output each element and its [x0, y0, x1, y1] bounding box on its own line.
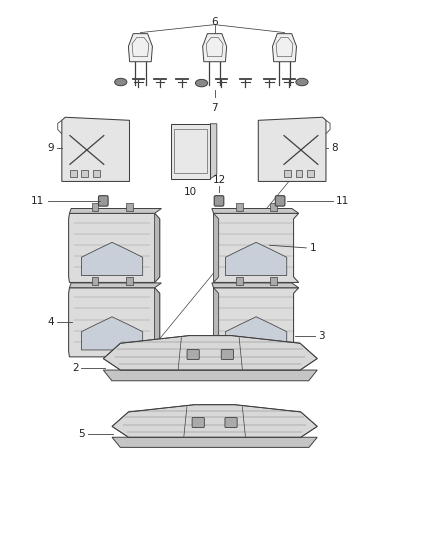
Text: 11: 11	[31, 196, 44, 206]
Text: 9: 9	[47, 143, 54, 153]
Polygon shape	[212, 208, 299, 213]
FancyBboxPatch shape	[221, 350, 233, 360]
FancyBboxPatch shape	[192, 417, 205, 427]
Polygon shape	[112, 405, 317, 437]
Polygon shape	[103, 336, 317, 370]
Polygon shape	[210, 124, 217, 179]
Bar	[270, 203, 277, 211]
FancyBboxPatch shape	[225, 417, 237, 427]
Polygon shape	[81, 317, 143, 350]
Bar	[92, 277, 99, 285]
Text: 3: 3	[318, 330, 325, 341]
FancyBboxPatch shape	[214, 196, 224, 206]
Bar	[307, 170, 314, 177]
Bar	[81, 170, 88, 177]
Bar	[70, 170, 77, 177]
Polygon shape	[70, 208, 162, 213]
Text: 6: 6	[211, 17, 218, 27]
Bar	[270, 277, 277, 285]
Text: 10: 10	[184, 187, 197, 197]
Polygon shape	[203, 34, 226, 62]
Bar	[174, 129, 207, 173]
Ellipse shape	[115, 78, 127, 86]
Polygon shape	[81, 243, 143, 276]
Ellipse shape	[296, 78, 308, 86]
Text: 7: 7	[211, 103, 218, 113]
Polygon shape	[214, 288, 219, 357]
Text: 8: 8	[331, 143, 337, 153]
Polygon shape	[70, 283, 162, 288]
Polygon shape	[212, 283, 299, 288]
Bar	[93, 170, 100, 177]
Bar	[236, 277, 243, 285]
Text: 1: 1	[310, 243, 316, 253]
Polygon shape	[258, 117, 326, 181]
Text: 5: 5	[78, 430, 85, 440]
FancyBboxPatch shape	[99, 196, 108, 206]
Polygon shape	[226, 243, 287, 276]
Polygon shape	[214, 288, 299, 357]
Text: 11: 11	[336, 196, 349, 206]
Polygon shape	[155, 288, 160, 357]
Text: 4: 4	[48, 317, 54, 327]
Polygon shape	[214, 213, 299, 282]
Text: 2: 2	[72, 362, 78, 373]
FancyBboxPatch shape	[276, 196, 285, 206]
Polygon shape	[112, 437, 317, 447]
Bar	[296, 170, 302, 177]
Polygon shape	[62, 117, 130, 181]
Ellipse shape	[195, 79, 208, 87]
Polygon shape	[226, 317, 287, 350]
Polygon shape	[69, 288, 160, 357]
Polygon shape	[272, 34, 297, 62]
Polygon shape	[103, 370, 317, 381]
Bar	[126, 203, 133, 211]
Bar	[171, 124, 210, 179]
Text: 12: 12	[212, 175, 226, 185]
Polygon shape	[214, 213, 219, 282]
Bar	[236, 203, 243, 211]
Polygon shape	[128, 34, 152, 62]
Bar	[92, 203, 99, 211]
FancyBboxPatch shape	[187, 350, 199, 360]
Polygon shape	[155, 213, 160, 282]
Bar	[284, 170, 291, 177]
Polygon shape	[69, 213, 160, 282]
Bar	[126, 277, 133, 285]
